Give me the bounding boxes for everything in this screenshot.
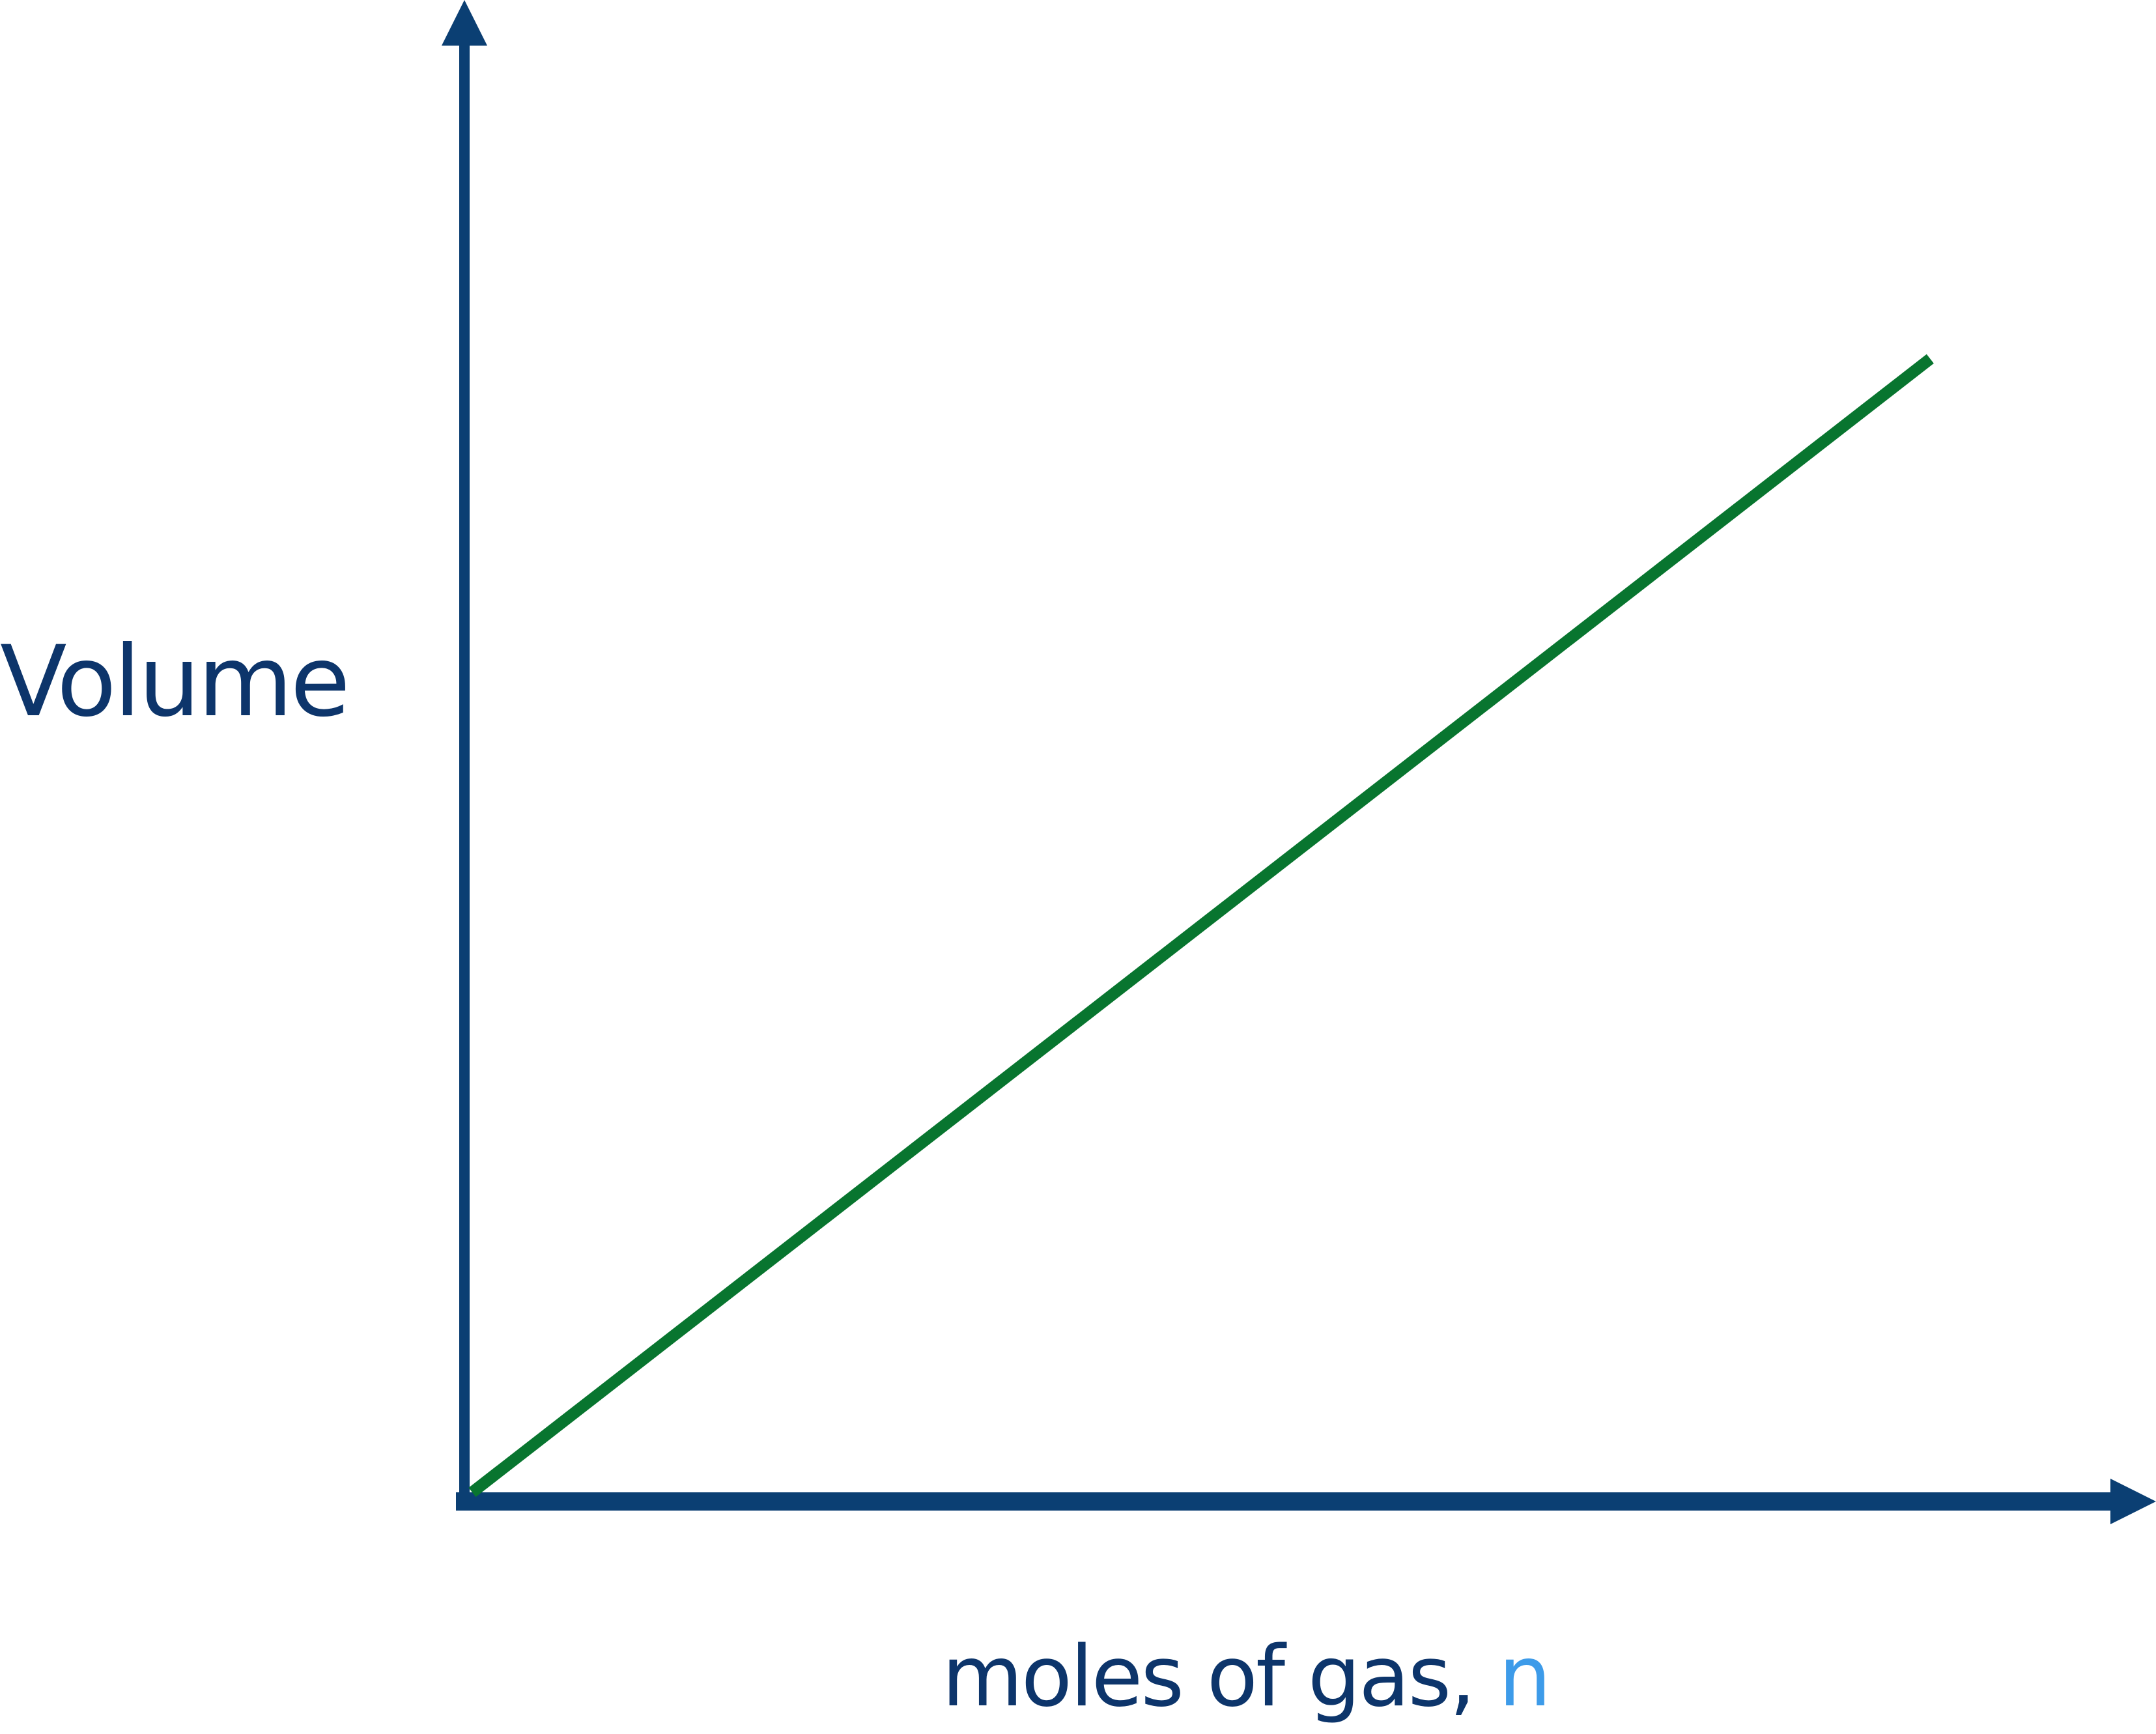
data-line: [468, 354, 1934, 1498]
x-axis-variable: n: [1498, 1628, 1552, 1726]
y-axis-label: Volume: [0, 625, 350, 739]
x-axis-label: moles of gas, n: [942, 1628, 1552, 1726]
x-axis-label-text: moles of gas,: [942, 1628, 1499, 1726]
x-axis-arrow-icon: [2110, 1479, 2156, 1524]
y-axis-arrow-icon: [442, 0, 487, 46]
